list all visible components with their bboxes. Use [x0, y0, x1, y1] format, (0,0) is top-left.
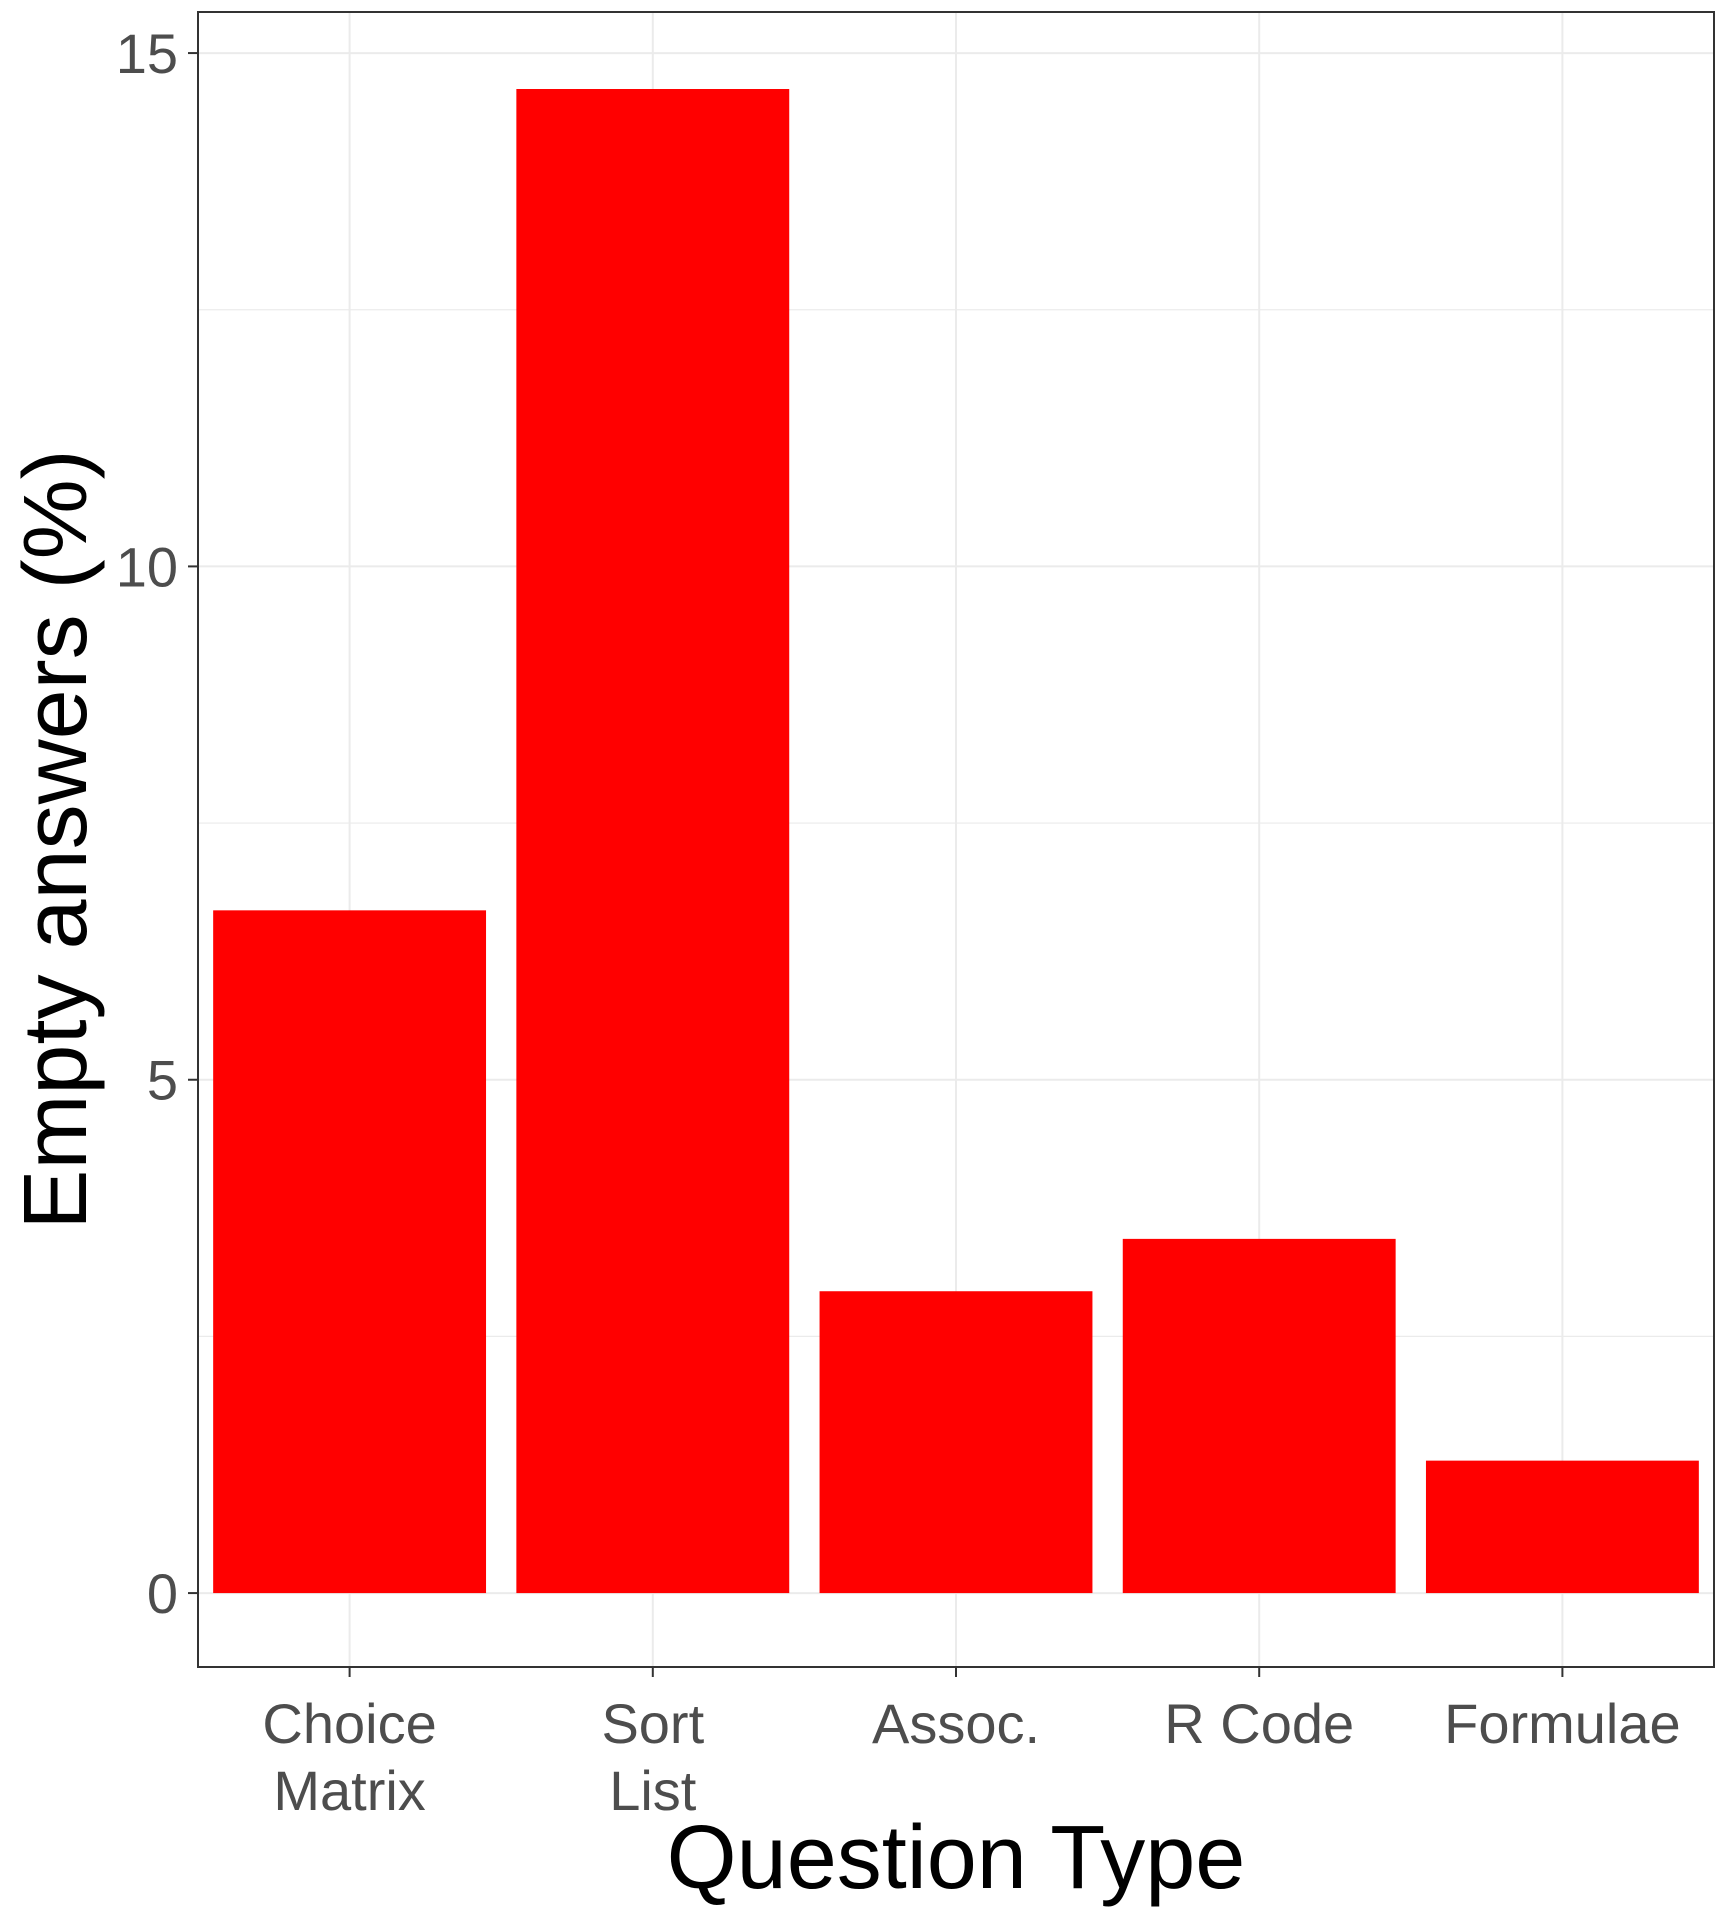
x-tick-label-line: Matrix — [273, 1759, 425, 1822]
x-tick-label: Sort List — [601, 1692, 704, 1822]
bars — [213, 89, 1699, 1594]
bar — [1122, 1238, 1396, 1594]
y-tick-label: 0 — [147, 1562, 178, 1625]
y-axis-ticks: 0 5 10 15 — [116, 22, 198, 1625]
x-axis-title: Question Type — [667, 1808, 1246, 1908]
x-tick-label: R Code — [1164, 1692, 1354, 1755]
bar — [1425, 1460, 1699, 1594]
x-tick-label-line: R Code — [1164, 1692, 1354, 1755]
bar — [819, 1291, 1093, 1594]
y-tick-label: 10 — [116, 535, 178, 598]
x-axis-ticks: Choice Matrix Sort List Assoc. R Code Formulae — [262, 1667, 1681, 1822]
bar — [213, 910, 487, 1594]
y-axis-title: Empty answers (%) — [6, 449, 106, 1229]
x-tick-label: Formulae — [1444, 1692, 1681, 1755]
x-tick-label-line: Sort — [601, 1692, 704, 1755]
x-tick-label-line: Assoc. — [872, 1692, 1040, 1755]
x-tick-label-line: Formulae — [1444, 1692, 1681, 1755]
x-tick-label-line: List — [609, 1759, 697, 1822]
x-tick-label: Choice Matrix — [262, 1692, 436, 1822]
bar — [516, 89, 790, 1594]
y-tick-label: 5 — [147, 1049, 178, 1112]
x-tick-label: Assoc. — [872, 1692, 1040, 1755]
x-tick-label-line: Choice — [262, 1692, 436, 1755]
y-tick-label: 15 — [116, 22, 178, 85]
